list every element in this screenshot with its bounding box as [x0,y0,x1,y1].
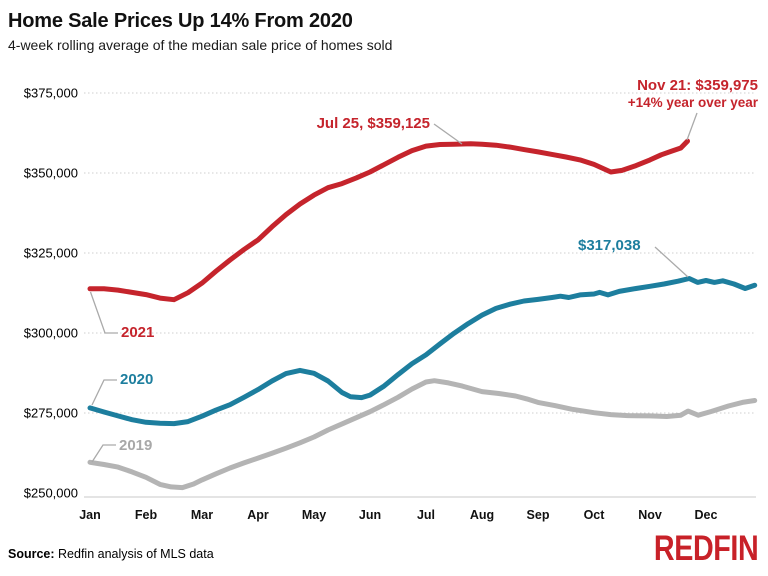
annotation-nov-value: Nov 21: $359,975 [637,77,758,94]
y-tick-label: $375,000 [24,86,78,101]
x-tick-label: Jan [79,508,101,522]
x-tick-label: Sep [527,508,550,522]
hook-2021 [89,291,118,334]
series-label-2020: 2020 [120,371,154,388]
leader-nov-latest [686,112,698,141]
annotation-jul-peak: Jul 25, $359,125 [316,115,430,132]
x-tick-label: Apr [247,508,269,522]
x-tick-label: Jul [417,508,435,522]
series-label-2019: 2019 [119,437,153,454]
series-line-2020 [87,276,758,427]
hook-2020 [91,379,117,406]
x-tick-label: Mar [191,508,213,522]
leader-2020-end [654,246,689,278]
y-tick-label: $325,000 [24,246,78,261]
y-tick-label: $350,000 [24,166,78,181]
series-label-2021: 2021 [121,324,155,341]
hook-2019 [91,444,116,463]
x-tick-label: May [302,508,326,522]
annotation-2020-end-value: $317,038 [578,237,641,254]
chart-subtitle: 4-week rolling average of the median sal… [8,37,393,53]
y-tick-label: $275,000 [24,406,78,421]
x-tick-label: Nov [638,508,662,522]
source-note: Source: Redfin analysis of MLS data [8,547,214,561]
series-line-2021 [87,138,690,303]
chart-title: Home Sale Prices Up 14% From 2020 [8,10,353,32]
x-tick-label: Aug [470,508,494,522]
leader-jul-peak [433,123,463,145]
x-tick-label: Jun [359,508,381,522]
redfin-logo: REDFIN [653,529,759,568]
x-tick-label: Feb [135,508,158,522]
source-text: Redfin analysis of MLS data [54,547,214,561]
y-tick-label: $250,000 [24,486,78,501]
source-label: Source: [8,547,55,561]
y-tick-label: $300,000 [24,326,78,341]
annotation-nov-latest: Nov 21: $359,975 +14% year over year [628,77,758,111]
annotation-nov-yoy: +14% year over year [627,95,758,110]
x-tick-label: Dec [695,508,718,522]
series-line-2019 [87,378,758,491]
x-tick-label: Oct [584,508,606,522]
